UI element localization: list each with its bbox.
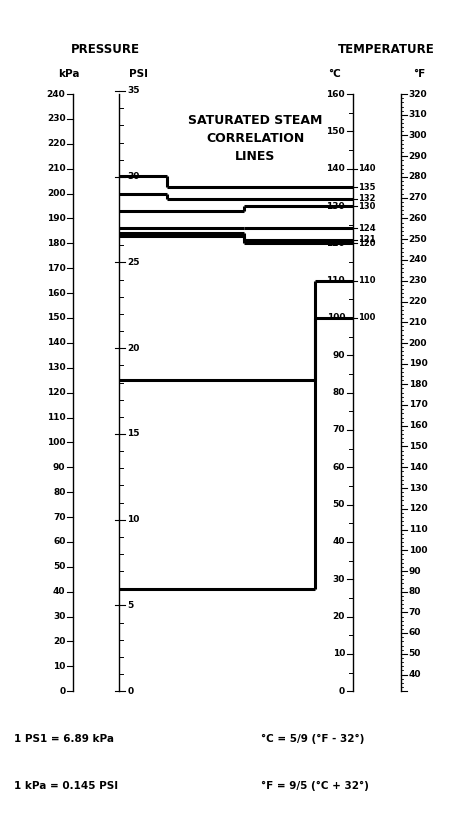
Text: 121: 121 bbox=[358, 235, 376, 244]
Text: 230: 230 bbox=[47, 115, 65, 124]
Text: 80: 80 bbox=[333, 388, 345, 398]
Text: 100: 100 bbox=[358, 313, 376, 322]
Text: 10: 10 bbox=[128, 515, 140, 524]
Text: 80: 80 bbox=[53, 488, 65, 497]
Text: 220: 220 bbox=[47, 139, 65, 148]
Text: 270: 270 bbox=[409, 193, 428, 202]
Text: 132: 132 bbox=[358, 194, 376, 203]
Text: 290: 290 bbox=[409, 152, 428, 161]
Text: 160: 160 bbox=[327, 89, 345, 99]
Text: 15: 15 bbox=[128, 429, 140, 438]
Text: 100: 100 bbox=[47, 438, 65, 447]
Text: 30: 30 bbox=[53, 612, 65, 621]
Text: °F = 9/5 (°C + 32°): °F = 9/5 (°C + 32°) bbox=[261, 781, 369, 791]
Text: 90: 90 bbox=[333, 351, 345, 360]
Text: 1 PS1 = 6.89 kPa: 1 PS1 = 6.89 kPa bbox=[14, 735, 114, 744]
Text: 50: 50 bbox=[333, 500, 345, 509]
Text: 180: 180 bbox=[47, 239, 65, 248]
Text: 140: 140 bbox=[409, 463, 428, 472]
Text: 210: 210 bbox=[409, 317, 427, 326]
Text: 40: 40 bbox=[333, 537, 345, 546]
Text: 70: 70 bbox=[409, 608, 421, 617]
Text: 120: 120 bbox=[327, 239, 345, 248]
Text: °C = 5/9 (°F - 32°): °C = 5/9 (°F - 32°) bbox=[261, 735, 364, 744]
Text: 120: 120 bbox=[409, 504, 427, 513]
Text: 40: 40 bbox=[409, 670, 421, 679]
Text: 200: 200 bbox=[409, 339, 427, 348]
Text: 110: 110 bbox=[409, 525, 427, 534]
Text: 0: 0 bbox=[128, 686, 134, 696]
Text: 240: 240 bbox=[46, 89, 65, 99]
Text: 40: 40 bbox=[53, 587, 65, 596]
Text: 90: 90 bbox=[409, 567, 421, 576]
Text: TEMPERATURE: TEMPERATURE bbox=[338, 43, 435, 56]
Text: 124: 124 bbox=[358, 224, 376, 233]
Text: kPa: kPa bbox=[58, 69, 80, 79]
Text: 110: 110 bbox=[327, 276, 345, 285]
Text: 30: 30 bbox=[128, 172, 140, 181]
Text: 1 kPa = 0.145 PSI: 1 kPa = 0.145 PSI bbox=[14, 781, 118, 791]
Text: 230: 230 bbox=[409, 276, 427, 285]
Text: 5: 5 bbox=[128, 601, 134, 610]
Text: 20: 20 bbox=[128, 344, 140, 353]
Text: 250: 250 bbox=[409, 235, 427, 244]
Text: °C: °C bbox=[328, 69, 340, 79]
Text: 300: 300 bbox=[409, 131, 427, 140]
Text: 120: 120 bbox=[47, 388, 65, 398]
Text: 60: 60 bbox=[409, 628, 421, 637]
Text: 20: 20 bbox=[333, 612, 345, 621]
Text: 310: 310 bbox=[409, 110, 427, 119]
Text: 35: 35 bbox=[128, 87, 140, 96]
Text: 260: 260 bbox=[409, 213, 427, 222]
Text: 190: 190 bbox=[409, 359, 428, 368]
Text: 110: 110 bbox=[358, 276, 376, 285]
Text: 130: 130 bbox=[358, 201, 376, 210]
Text: 60: 60 bbox=[53, 537, 65, 546]
Text: 100: 100 bbox=[409, 546, 427, 555]
Text: 70: 70 bbox=[333, 425, 345, 434]
Text: 0: 0 bbox=[59, 686, 65, 696]
Text: 160: 160 bbox=[47, 289, 65, 298]
Text: 50: 50 bbox=[409, 649, 421, 658]
Text: 110: 110 bbox=[47, 413, 65, 422]
Text: 160: 160 bbox=[409, 421, 427, 430]
Text: 135: 135 bbox=[358, 183, 376, 192]
Text: 140: 140 bbox=[358, 164, 376, 173]
Text: 150: 150 bbox=[327, 127, 345, 136]
Text: 140: 140 bbox=[326, 164, 345, 173]
Text: 80: 80 bbox=[409, 587, 421, 596]
Text: 20: 20 bbox=[53, 637, 65, 646]
Text: 130: 130 bbox=[327, 201, 345, 210]
Text: 130: 130 bbox=[409, 483, 427, 492]
Text: 10: 10 bbox=[53, 662, 65, 671]
Text: °F: °F bbox=[413, 69, 426, 79]
Text: 190: 190 bbox=[46, 214, 65, 223]
Text: 280: 280 bbox=[409, 173, 427, 182]
Text: 170: 170 bbox=[409, 401, 428, 410]
Text: 140: 140 bbox=[46, 339, 65, 348]
Text: 180: 180 bbox=[409, 380, 427, 389]
Text: SATURATED STEAM
CORRELATION
LINES: SATURATED STEAM CORRELATION LINES bbox=[188, 115, 322, 164]
Text: 60: 60 bbox=[333, 463, 345, 472]
Text: 10: 10 bbox=[333, 649, 345, 658]
Text: 120: 120 bbox=[358, 239, 376, 248]
Text: 130: 130 bbox=[47, 363, 65, 372]
Text: PSI: PSI bbox=[129, 69, 148, 79]
Text: 240: 240 bbox=[409, 255, 428, 264]
Text: PRESSURE: PRESSURE bbox=[72, 43, 140, 56]
Text: 150: 150 bbox=[409, 442, 427, 451]
Text: 100: 100 bbox=[327, 313, 345, 322]
Text: 200: 200 bbox=[47, 189, 65, 198]
Text: 210: 210 bbox=[47, 164, 65, 173]
Text: 90: 90 bbox=[53, 463, 65, 472]
Text: 150: 150 bbox=[47, 313, 65, 322]
Text: 30: 30 bbox=[333, 575, 345, 584]
Text: 70: 70 bbox=[53, 513, 65, 522]
Text: 220: 220 bbox=[409, 297, 427, 306]
Text: 0: 0 bbox=[339, 686, 345, 696]
Text: 320: 320 bbox=[409, 89, 427, 99]
Text: 50: 50 bbox=[53, 562, 65, 571]
Text: 25: 25 bbox=[128, 258, 140, 267]
Text: 170: 170 bbox=[46, 263, 65, 272]
